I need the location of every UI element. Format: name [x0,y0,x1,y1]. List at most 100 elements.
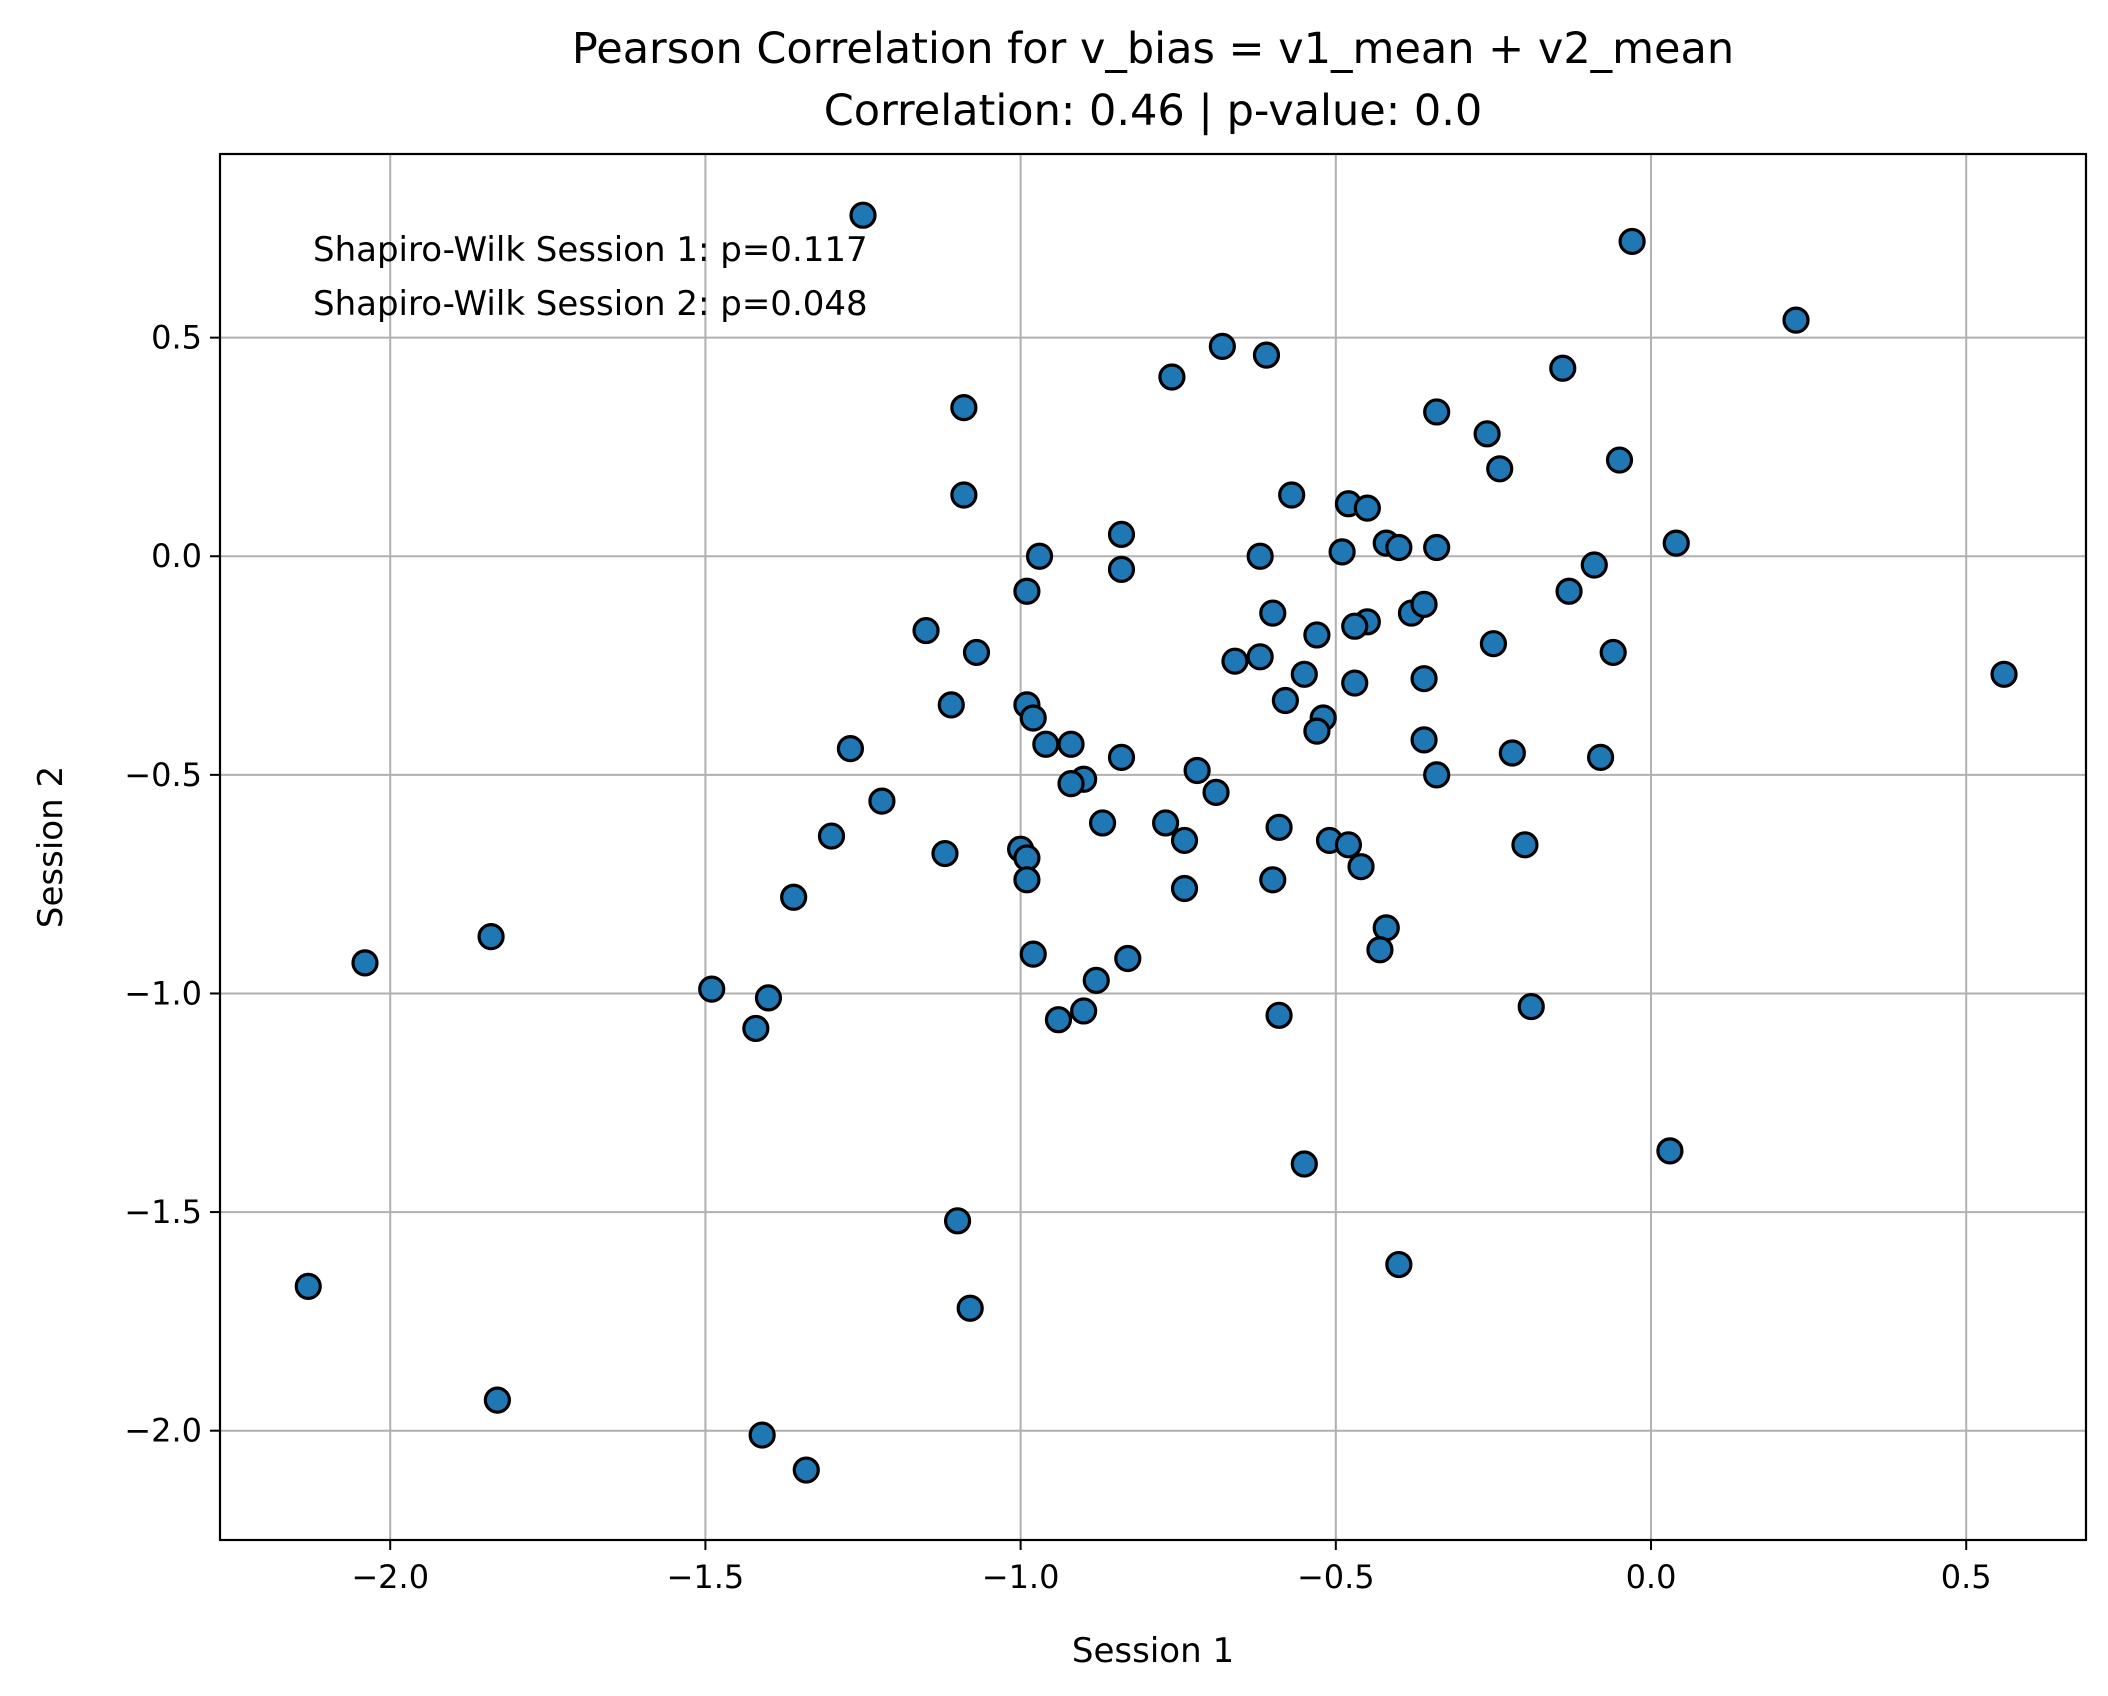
scatter-point [1385,1250,1413,1279]
scatter-point [483,1386,511,1414]
scatter-point [1252,341,1281,369]
scatter-point [1107,520,1136,548]
scatter-point [1328,538,1356,566]
scatter-point [1221,647,1249,675]
scatter-point [950,481,978,509]
scatter-point [1019,940,1047,968]
scatter-point [1990,660,2018,688]
scatter-point [1341,669,1369,697]
scatter-point [1410,665,1438,693]
scatter-point [1208,332,1236,360]
scatter-point [1656,1137,1684,1165]
scatter-point [1353,494,1381,522]
scatter-point [1549,354,1577,382]
scatter-point [868,787,896,815]
scatter-point [1057,730,1085,758]
scatter-point [1107,555,1136,583]
scatter-point [1410,590,1438,618]
scatter-point [1019,704,1047,732]
scatter-point [1044,1006,1073,1034]
y-tick-label: −1.5 [124,1193,202,1231]
scatter-point [1782,306,1810,334]
scatter-point [1246,643,1274,671]
scatter-point [817,822,846,850]
scatter-point [754,984,783,1012]
scatter-point [1479,630,1508,658]
scatter-point [1303,621,1331,649]
scatter-point [1032,730,1060,758]
scatter-point [1423,398,1451,426]
scatter-point [780,883,808,911]
scatter-point [1170,874,1199,903]
scatter-point [1278,481,1306,509]
scatter-point [698,975,726,1003]
scatter-point [1070,997,1098,1025]
scatter-point [1246,542,1274,570]
scatter-point [1259,599,1287,627]
scatter-point [1290,660,1318,688]
scatter-point [1618,227,1646,256]
scatter-point [1265,1001,1293,1029]
y-tick-label: −0.5 [124,756,202,794]
scatter-point [1025,542,1054,570]
scatter-point [792,1456,820,1484]
scatter-point [1259,866,1287,894]
scatter-point [943,1207,972,1235]
scatter-point [1662,529,1690,557]
scatter-point [1334,831,1363,859]
scatter-point [1410,726,1438,754]
scatter-point [1473,420,1501,448]
scatter-point [1498,739,1526,767]
x-tick-label: −1.0 [982,1558,1060,1596]
scatter-point [1511,831,1539,859]
scatter-point [1372,914,1400,942]
scatter-point [931,839,959,868]
axis-ticks: −2.0 −1.5 −1.0 −0.5 0.0 0.5 −2.0 −1.5 −1.0 −0.5 0.… [124,319,1991,1596]
scatter-point [1152,809,1180,837]
scatter-point [962,638,991,667]
scatter-point [1290,1150,1318,1178]
scatter-point [748,1421,776,1449]
scatter-point [1605,446,1634,474]
scatter-point [1114,944,1142,973]
scatter-point [1366,936,1394,964]
scatter-point [950,393,978,422]
scatter-point [1158,363,1186,391]
scatter-point [1265,813,1293,841]
scatter-point [1580,551,1608,579]
data-points [294,201,2018,1484]
shapiro-session-2-annotation: Shapiro-Wilk Session 2: p=0.048 [313,284,868,324]
scatter-point [912,616,940,645]
scatter-point [477,923,505,951]
scatter-point [1385,533,1413,562]
scatter-point [1082,966,1110,994]
y-tick-label: 0.5 [151,319,202,357]
y-tick-label: 0.0 [151,537,202,575]
x-axis-label: Session 1 [1072,1631,1234,1671]
scatter-point [294,1272,322,1301]
scatter-point [1599,638,1627,667]
x-tick-label: −2.0 [351,1558,429,1596]
scatter-point [956,1294,984,1322]
scatter-point [1107,743,1136,771]
scatter-point [1271,686,1299,715]
scatter-point [1013,866,1041,894]
scatter-point [849,201,877,229]
x-tick-label: 0.5 [1941,1558,1992,1596]
scatter-point [1347,853,1375,881]
plot-frame [218,152,2088,1542]
scatter-point [937,691,965,719]
y-axis-label: Session 2 [31,766,71,928]
scatter-point [1013,577,1041,605]
x-tick-label: −1.5 [667,1558,745,1596]
scatter-point [1088,809,1117,837]
scatter-point [1486,455,1514,483]
scatter-point [1586,743,1615,771]
scatter-point [1183,756,1211,785]
chart-subtitle: Correlation: 0.46 | p-value: 0.0 [824,86,1482,136]
chart-title: Pearson Correlation for v_bias = v1_mean… [572,24,1734,74]
x-tick-label: 0.0 [1626,1558,1677,1596]
shapiro-session-1-annotation: Shapiro-Wilk Session 1: p=0.117 [313,230,868,270]
scatter-point [1423,533,1451,562]
